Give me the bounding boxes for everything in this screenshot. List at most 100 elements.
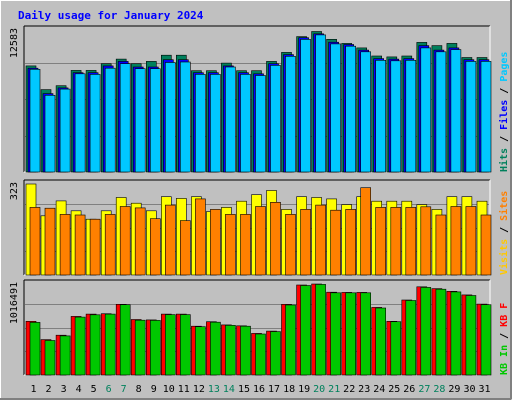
bar-middle-sites-day-18 xyxy=(285,214,296,276)
bar-middle-sites-day-17 xyxy=(270,202,281,276)
bar-middle-sites-day-15 xyxy=(240,214,251,276)
x-tick-label-day-28: 28 xyxy=(433,384,445,395)
panel-top-max-label: 12583 xyxy=(9,28,20,58)
bar-bottom-kb-in-day-25 xyxy=(390,321,402,376)
panel-bottom-legend-label: KB In / KB F xyxy=(499,303,510,375)
x-tick-label-day-1: 1 xyxy=(30,384,36,395)
bar-middle-sites-day-2 xyxy=(44,207,56,276)
bar-middle-sites-day-23 xyxy=(360,187,372,276)
x-tick-label-day-24: 24 xyxy=(373,384,385,395)
bar-middle-sites-day-10 xyxy=(165,204,176,276)
bar-bottom-kb-in-day-4 xyxy=(74,316,86,376)
bar-top-pages-day-8 xyxy=(134,68,146,173)
x-axis-tick-labels: 1 2 3 4 5 6 7 8 9 10 11 12 13 14 15 16 17 18 19 20 21 22 23 24 2… xyxy=(30,384,490,395)
bar-middle-sites-day-20 xyxy=(315,204,326,276)
bar-top-pages-day-18 xyxy=(285,55,296,173)
bar-top-pages-day-12 xyxy=(195,74,206,173)
bar-middle-sites-day-5 xyxy=(89,218,101,276)
bar-top-pages-day-11 xyxy=(180,61,191,173)
bar-top-pages-day-26 xyxy=(405,59,417,173)
bar-bottom-kb-in-day-23 xyxy=(360,292,372,376)
legend-label-part-0: Hits xyxy=(498,148,510,172)
bar-top-pages-day-30 xyxy=(465,61,477,173)
bar-middle-sites-day-13 xyxy=(210,209,221,276)
bar-top-pages-day-27 xyxy=(420,47,432,173)
x-tick-label-day-29: 29 xyxy=(448,384,460,395)
chart-panels: 12583 Hits / Files / Pages 323 Visits / Sit… xyxy=(9,25,510,376)
bar-bottom-kb-in-day-16 xyxy=(255,333,266,376)
bar-bottom-kb-in-day-1 xyxy=(29,322,41,376)
bar-top-pages-day-4 xyxy=(74,73,86,173)
chart-title: Daily usage for January 2024 xyxy=(18,9,204,22)
bar-middle-sites-day-19 xyxy=(300,209,311,276)
bar-middle-sites-day-25 xyxy=(390,207,402,276)
bar-top-pages-day-5 xyxy=(89,74,101,173)
bar-middle-sites-day-24 xyxy=(375,207,387,276)
bar-middle-sites-day-22 xyxy=(345,209,357,276)
bar-bottom-kb-in-day-30 xyxy=(465,295,477,376)
x-tick-label-day-18: 18 xyxy=(283,384,295,395)
x-tick-label-day-26: 26 xyxy=(403,384,415,395)
bar-middle-sites-day-11 xyxy=(180,220,191,276)
bar-bottom-kb-in-day-21 xyxy=(330,292,341,376)
bar-top-pages-day-10 xyxy=(165,62,176,173)
bar-top-pages-day-31 xyxy=(480,61,492,173)
panel-middle-max-label: 323 xyxy=(9,182,20,200)
legend-label-part-2: Sites xyxy=(498,191,510,221)
x-tick-label-day-19: 19 xyxy=(298,384,310,395)
x-tick-label-day-20: 20 xyxy=(313,384,325,395)
x-tick-label-day-22: 22 xyxy=(343,384,355,395)
bar-top-pages-day-17 xyxy=(270,65,281,173)
bar-bottom-kb-in-day-26 xyxy=(405,300,417,376)
x-tick-label-day-2: 2 xyxy=(45,384,51,395)
bar-top-pages-day-2 xyxy=(44,95,56,173)
bar-bottom-kb-in-day-12 xyxy=(195,326,206,376)
bar-middle-sites-day-8 xyxy=(134,207,146,276)
bar-bottom-kb-in-day-2 xyxy=(44,340,56,376)
bar-top-pages-day-15 xyxy=(240,74,251,173)
bar-top-pages-day-13 xyxy=(210,74,221,173)
x-tick-label-day-17: 17 xyxy=(268,384,280,395)
x-tick-label-day-10: 10 xyxy=(163,384,175,395)
legend-label-part-2: Files xyxy=(498,100,510,130)
bar-middle-sites-day-27 xyxy=(420,206,432,276)
bar-top-pages-day-23 xyxy=(360,51,372,173)
bar-top-pages-day-6 xyxy=(104,67,116,173)
bar-top-pages-day-28 xyxy=(435,51,447,173)
bar-top-pages-day-1 xyxy=(29,69,41,173)
bar-top-pages-day-21 xyxy=(330,43,341,173)
x-tick-label-day-9: 9 xyxy=(151,384,157,395)
bar-middle-sites-day-7 xyxy=(119,206,131,276)
x-tick-label-day-4: 4 xyxy=(76,384,82,395)
panel-middle-legend-label: Visits / Sites xyxy=(498,191,510,275)
bar-bottom-kb-in-day-6 xyxy=(104,313,116,376)
bar-bottom-kb-in-day-11 xyxy=(180,314,191,376)
bar-middle-sites-day-31 xyxy=(480,214,492,276)
bar-top-pages-day-25 xyxy=(390,60,402,173)
legend-label-part-1: / xyxy=(499,221,510,239)
x-tick-label-day-31: 31 xyxy=(478,384,490,395)
bar-bottom-kb-in-day-22 xyxy=(345,292,357,376)
bar-bottom-kb-in-day-9 xyxy=(150,320,161,376)
bar-middle-sites-day-12 xyxy=(195,198,206,276)
bar-middle-sites-day-14 xyxy=(225,214,236,276)
bar-middle-sites-day-26 xyxy=(405,207,417,276)
bar-bottom-kb-in-day-10 xyxy=(165,314,176,376)
x-tick-label-day-21: 21 xyxy=(328,384,340,395)
bar-bottom-kb-in-day-19 xyxy=(300,285,311,376)
x-tick-label-day-3: 3 xyxy=(61,384,67,395)
bar-top-pages-day-20 xyxy=(315,34,326,173)
bar-middle-sites-day-29 xyxy=(450,206,462,276)
bar-bottom-kb-in-day-18 xyxy=(285,304,296,376)
bar-top-pages-day-29 xyxy=(450,49,462,173)
bar-middle-sites-day-3 xyxy=(59,214,71,276)
bar-bottom-kb-in-day-20 xyxy=(315,284,326,376)
bar-bottom-kb-in-day-13 xyxy=(210,321,221,376)
bar-middle-sites-day-28 xyxy=(435,214,447,276)
bar-top-pages-day-9 xyxy=(150,68,161,173)
bar-bottom-kb-in-day-7 xyxy=(119,304,131,376)
bar-top-pages-day-22 xyxy=(345,45,357,173)
legend-label-part-0: Visits xyxy=(498,239,510,275)
